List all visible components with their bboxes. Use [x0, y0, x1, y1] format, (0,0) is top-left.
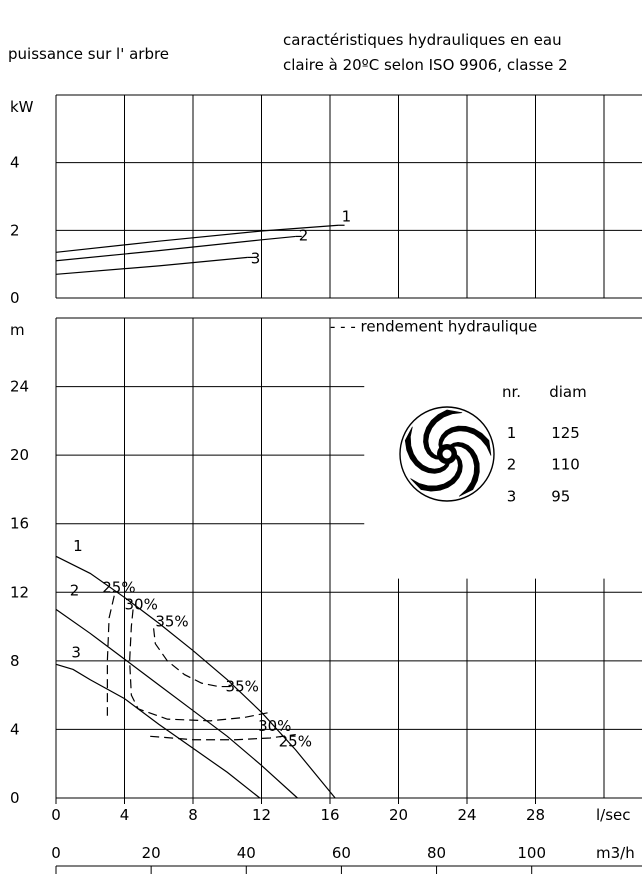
head-curve-3 [55, 663, 261, 799]
table-cell-nr: 1 [507, 424, 517, 442]
x-tick-label: 8 [188, 806, 198, 824]
impeller-icon [399, 406, 495, 502]
head-curve-label-2: 2 [70, 582, 80, 600]
table-cell-diam: 110 [551, 456, 580, 474]
x-tick-label: 28 [526, 806, 545, 824]
efficiency-curve-25% [106, 595, 115, 716]
x-tick-label: 12 [252, 806, 271, 824]
head-curve-label-1: 1 [73, 537, 83, 555]
head-y-tick-label: 12 [10, 583, 29, 601]
impeller-vane [410, 453, 463, 492]
x2-tick-label: 100 [517, 844, 546, 862]
x2-axis-label-m3h: m3/h [596, 844, 635, 862]
impeller-eye [442, 449, 452, 459]
x-tick-label: 24 [457, 806, 476, 824]
table-cell-diam: 95 [551, 487, 570, 505]
x2-tick-label: 40 [237, 844, 256, 862]
table-cell-diam: 125 [551, 424, 580, 442]
power-title: puissance sur l' arbre [8, 45, 169, 63]
efficiency-curve-25% [150, 733, 296, 741]
efficiency-legend: - - - rendement hydraulique [330, 318, 537, 336]
table-header-diam: diam [549, 383, 587, 401]
head-y-tick-label: 0 [10, 789, 20, 807]
head-y-axis-label: m [10, 321, 25, 339]
x2-tick-label: 60 [332, 844, 351, 862]
head-y-tick-label: 24 [10, 378, 29, 396]
hydraulic-title-line1: caractéristiques hydrauliques en eau [283, 31, 562, 49]
head-curve-label-3: 3 [71, 643, 81, 661]
x-tick-label: 20 [389, 806, 408, 824]
x2-tick-label: 20 [142, 844, 161, 862]
x-tick-label: 4 [120, 806, 130, 824]
efficiency-label: 25% [102, 578, 135, 596]
table-cell-nr: 2 [507, 456, 517, 474]
power-y-tick-label: 0 [10, 289, 20, 307]
table-cell-nr: 3 [507, 487, 517, 505]
impeller-vane [438, 425, 492, 456]
head-curve-1 [55, 555, 336, 799]
x2-tick-label: 80 [427, 844, 446, 862]
power-curve-label-3: 3 [251, 249, 261, 267]
power-curve-label-2: 2 [299, 226, 309, 244]
head-y-tick-label: 8 [10, 652, 20, 670]
efficiency-label: 25% [279, 733, 312, 751]
power-curve-3 [55, 256, 248, 275]
impeller-vane [449, 441, 480, 497]
power-curve-2 [55, 235, 296, 262]
power-curve-label-1: 1 [342, 207, 352, 225]
efficiency-label: 35% [226, 678, 259, 696]
efficiency-curve-30% [129, 609, 271, 722]
power-y-tick-label: 2 [10, 221, 20, 239]
power-y-axis-label: kW [10, 98, 34, 116]
efficiency-curve-35% [153, 628, 233, 688]
head-y-tick-label: 20 [10, 446, 29, 464]
efficiency-label: 35% [155, 613, 188, 631]
x-tick-label: 16 [320, 806, 339, 824]
x-tick-label: 0 [51, 806, 61, 824]
x-axis-label-lsec: l/sec [596, 806, 631, 824]
power-curve-1 [55, 224, 339, 253]
head-y-tick-label: 4 [10, 720, 20, 738]
hydraulic-title-line2: claire à 20ºC selon ISO 9906, classe 2 [283, 56, 568, 74]
impeller-vane [423, 409, 463, 460]
impeller-vane [404, 426, 451, 474]
power-chart: 0 2 4 kW 1 2 3 [10, 94, 642, 307]
x2-tick-label: 0 [51, 844, 61, 862]
head-y-tick-label: 16 [10, 515, 29, 533]
efficiency-label: 30% [125, 595, 158, 613]
power-y-tick-label: 4 [10, 154, 20, 172]
table-header-nr: nr. [502, 383, 521, 401]
head-curve-2 [55, 608, 298, 799]
efficiency-label: 30% [258, 717, 291, 735]
